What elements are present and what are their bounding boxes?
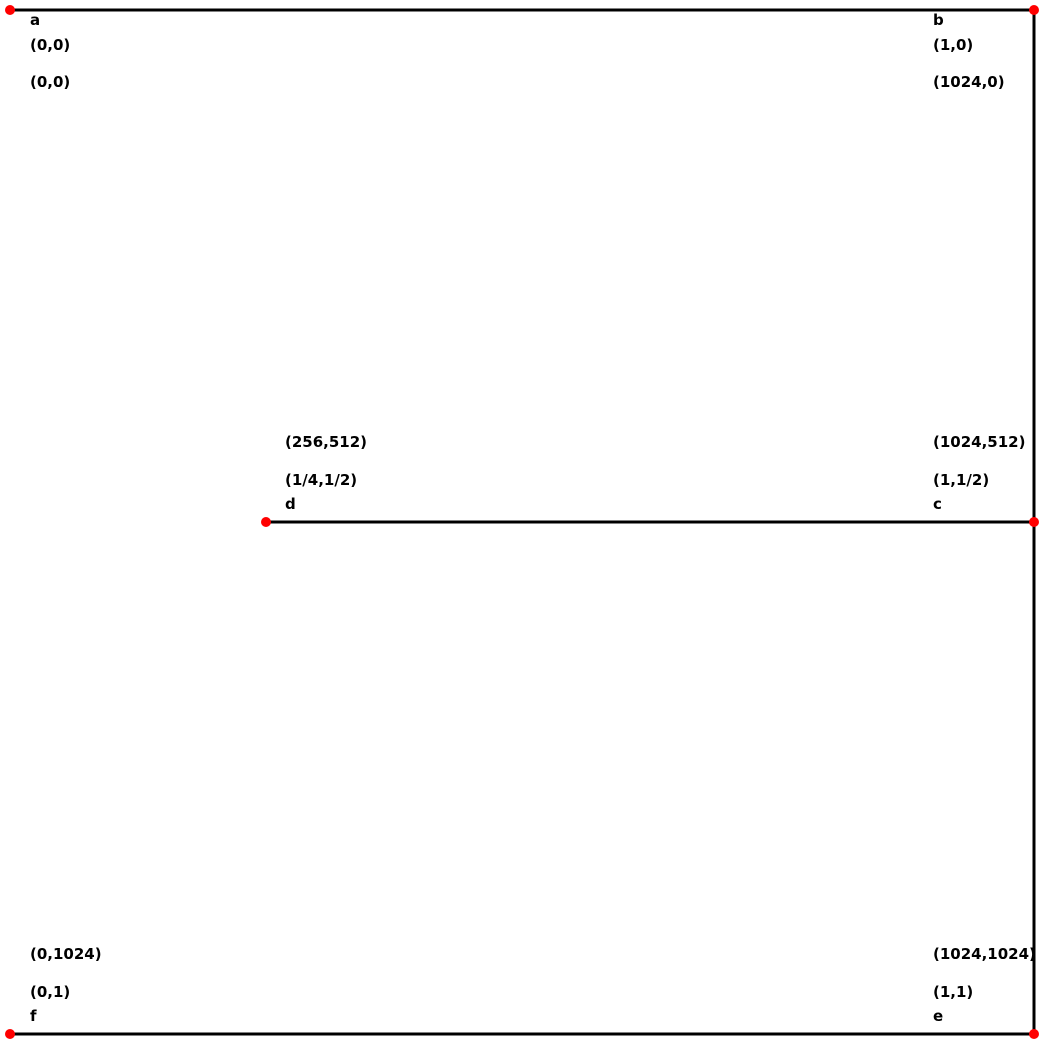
- point-c-pixel: (1024,512): [933, 433, 1025, 451]
- point-a-normalized: (0,0): [30, 36, 70, 54]
- vertex-markers: [5, 5, 1039, 1039]
- point-b-pixel: (1024,0): [933, 73, 1005, 91]
- point-f-pixel: (0,1024): [30, 945, 102, 963]
- point-a-letter: a: [30, 11, 40, 29]
- point-e-pixel: (1024,1024): [933, 945, 1036, 963]
- point-e-letter: e: [933, 1007, 943, 1025]
- point-b-normalized: (1,0): [933, 36, 973, 54]
- point-b-marker: [1029, 5, 1039, 15]
- point-c-normalized: (1,1/2): [933, 471, 989, 489]
- point-d-marker: [261, 517, 271, 527]
- point-d-pixel: (256,512): [285, 433, 367, 451]
- point-d-normalized: (1/4,1/2): [285, 471, 357, 489]
- polyline-edges: [10, 8, 1036, 1036]
- point-e-normalized: (1,1): [933, 983, 973, 1001]
- point-d-letter: d: [285, 495, 296, 513]
- point-f-normalized: (0,1): [30, 983, 70, 1001]
- point-e-marker: [1029, 1029, 1039, 1039]
- point-a-pixel: (0,0): [30, 73, 70, 91]
- point-f-marker: [5, 1029, 15, 1039]
- point-c-marker: [1029, 517, 1039, 527]
- point-b-letter: b: [933, 11, 944, 29]
- point-f-letter: f: [30, 1007, 37, 1025]
- vertex-labels: a (0,0) (0,0) b (1,0) (1024,0) (1024,512…: [30, 11, 1036, 1025]
- point-a-marker: [5, 5, 15, 15]
- point-c-letter: c: [933, 495, 942, 513]
